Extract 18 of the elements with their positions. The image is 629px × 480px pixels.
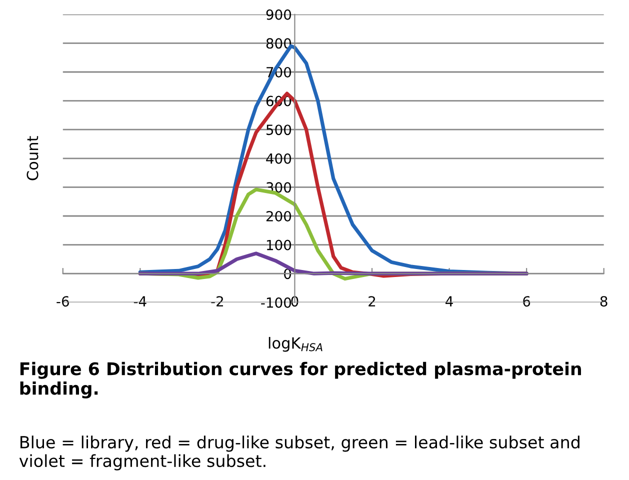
x-tick-label: 8 xyxy=(600,296,608,307)
y-tick-label: 200 xyxy=(266,210,292,222)
y-tick-label: -100 xyxy=(261,297,292,308)
text: Blue = library, red = drug-like subset, green = lead-like subset and violet = fragment-like subset. xyxy=(19,436,580,470)
y-tick-label: 900 xyxy=(266,9,292,20)
x-tick-label: 0 xyxy=(291,296,298,307)
y-tick-label: 500 xyxy=(266,124,292,136)
x-tick-label: 2 xyxy=(368,296,376,306)
y-axis-title: Count xyxy=(26,136,38,180)
x-tick-label: 4 xyxy=(446,296,453,306)
y-tick-label: 400 xyxy=(266,153,292,164)
x-tick-label: -6 xyxy=(56,296,69,307)
y-tick-label: 100 xyxy=(266,240,292,250)
x-tick-label: -2 xyxy=(211,296,223,306)
x-axis-title: logK$_{HSA}$ xyxy=(268,336,322,352)
x-tick-label: -4 xyxy=(134,296,146,306)
caption: Figure 6 Distribution curves for predicted plasma-protein binding. xyxy=(20,362,581,398)
x-tick-label: 6 xyxy=(523,296,530,307)
